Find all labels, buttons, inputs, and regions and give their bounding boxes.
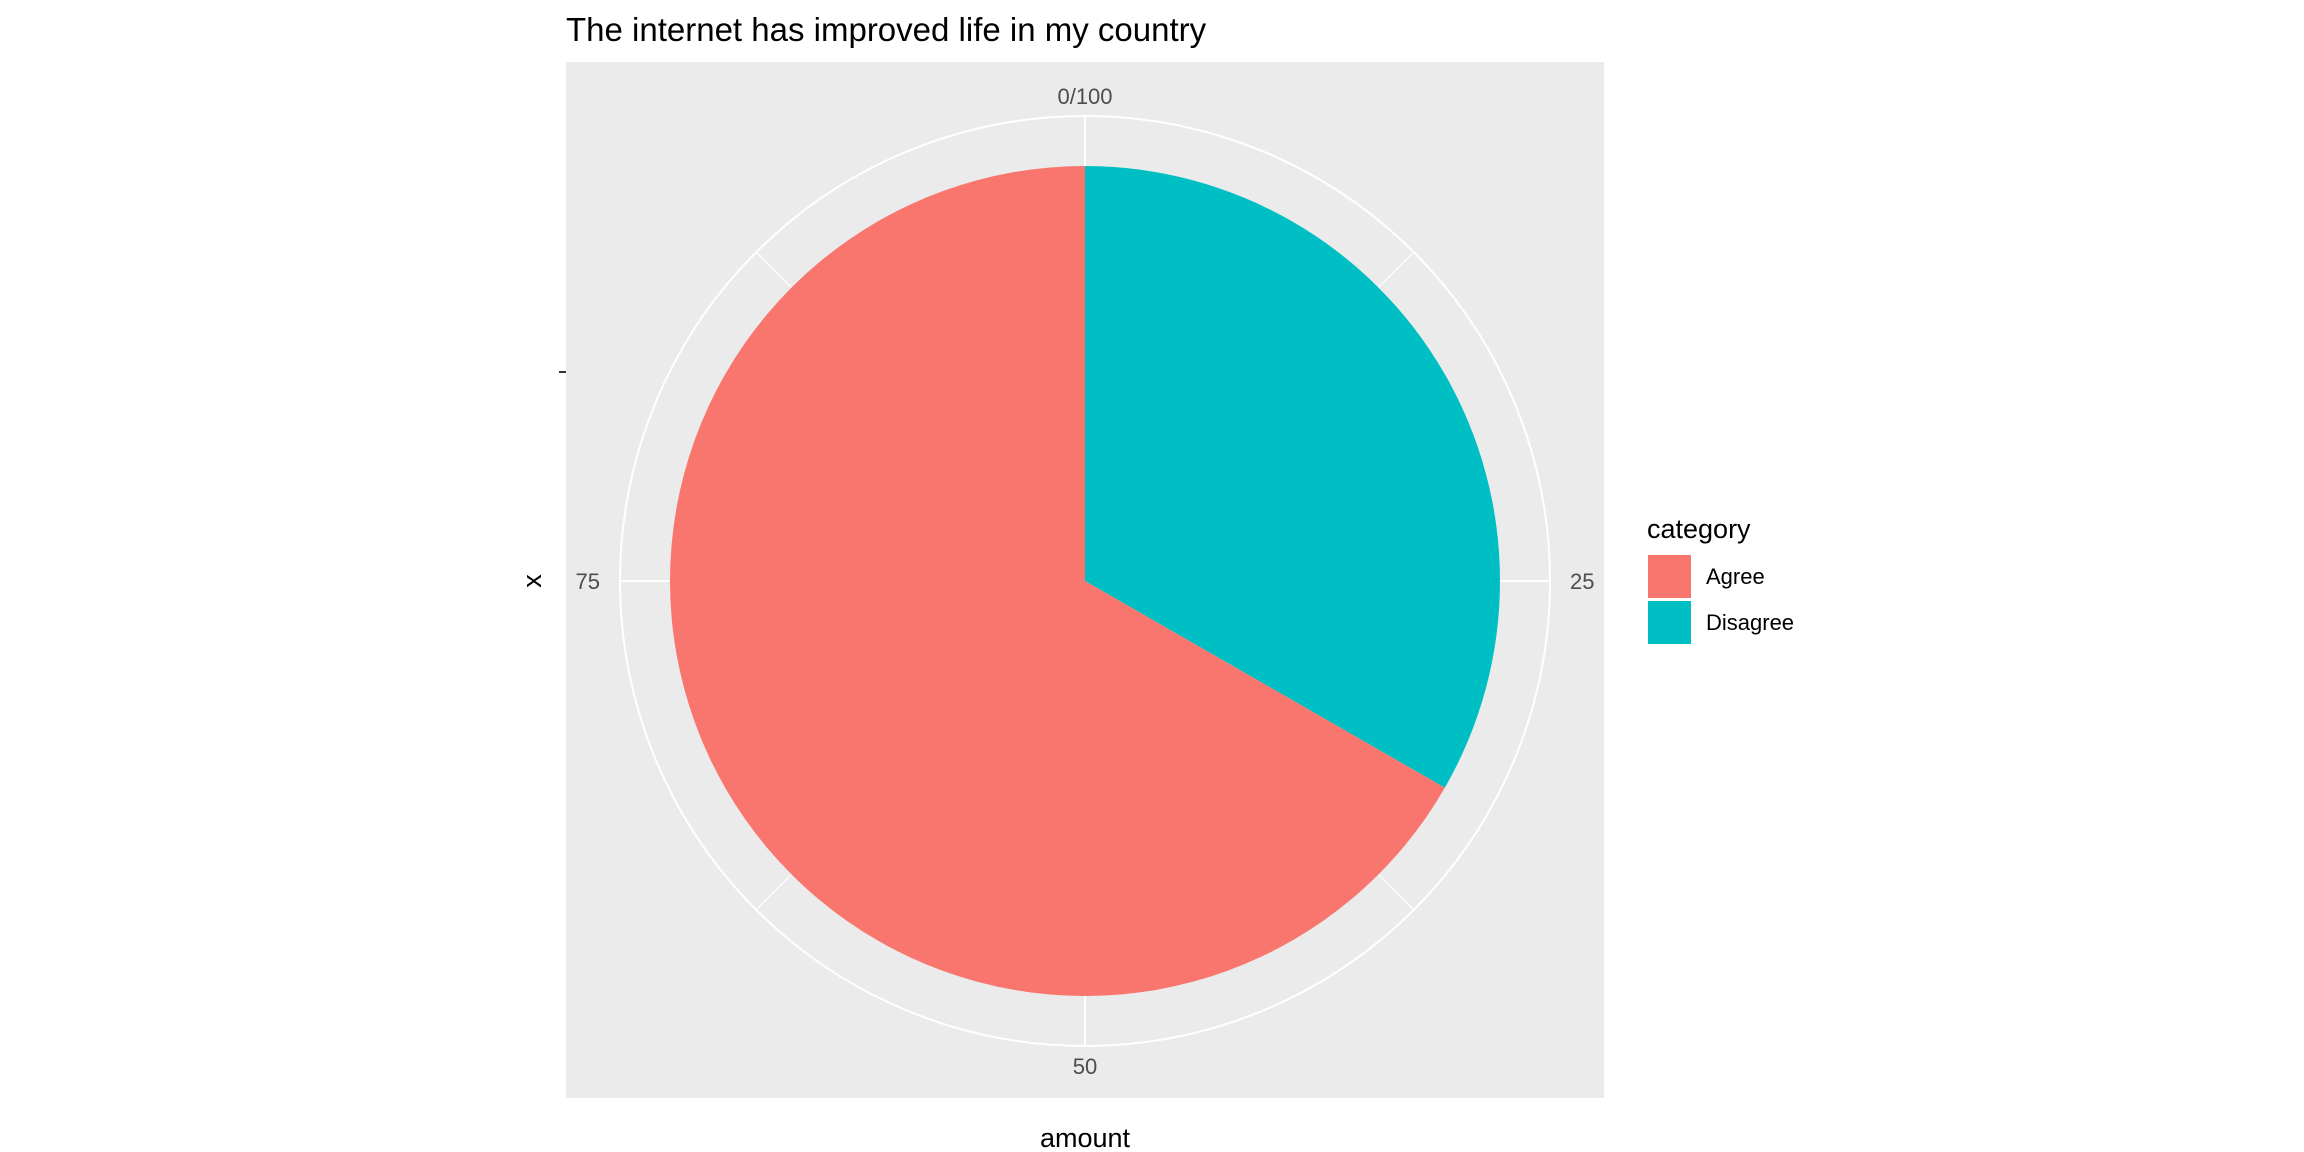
chart-title: The internet has improved life in my cou…: [566, 11, 1207, 48]
x-axis-title: amount: [1040, 1123, 1131, 1152]
angle-tick-label: 0/100: [1057, 84, 1112, 109]
y-axis-title: x: [517, 574, 547, 588]
legend-swatch-disagree: [1648, 601, 1691, 644]
angle-ticks: 0/100 25 50 75: [576, 84, 1595, 1079]
pie-slices: [669, 166, 1500, 996]
legend-title: category: [1647, 514, 1751, 544]
pie-slice-agree: [669, 166, 1445, 996]
legend: category Agree Disagree: [1647, 514, 1794, 644]
pie-slice-disagree: [1085, 166, 1500, 788]
legend-swatch-agree: [1648, 555, 1691, 598]
angle-tick-label: 25: [1570, 569, 1594, 594]
angle-tick-label: 75: [576, 569, 600, 594]
legend-label-disagree: Disagree: [1706, 610, 1794, 635]
legend-label-agree: Agree: [1706, 564, 1765, 589]
angle-tick-label: 50: [1073, 1054, 1097, 1079]
legend-items: Agree Disagree: [1648, 555, 1794, 644]
